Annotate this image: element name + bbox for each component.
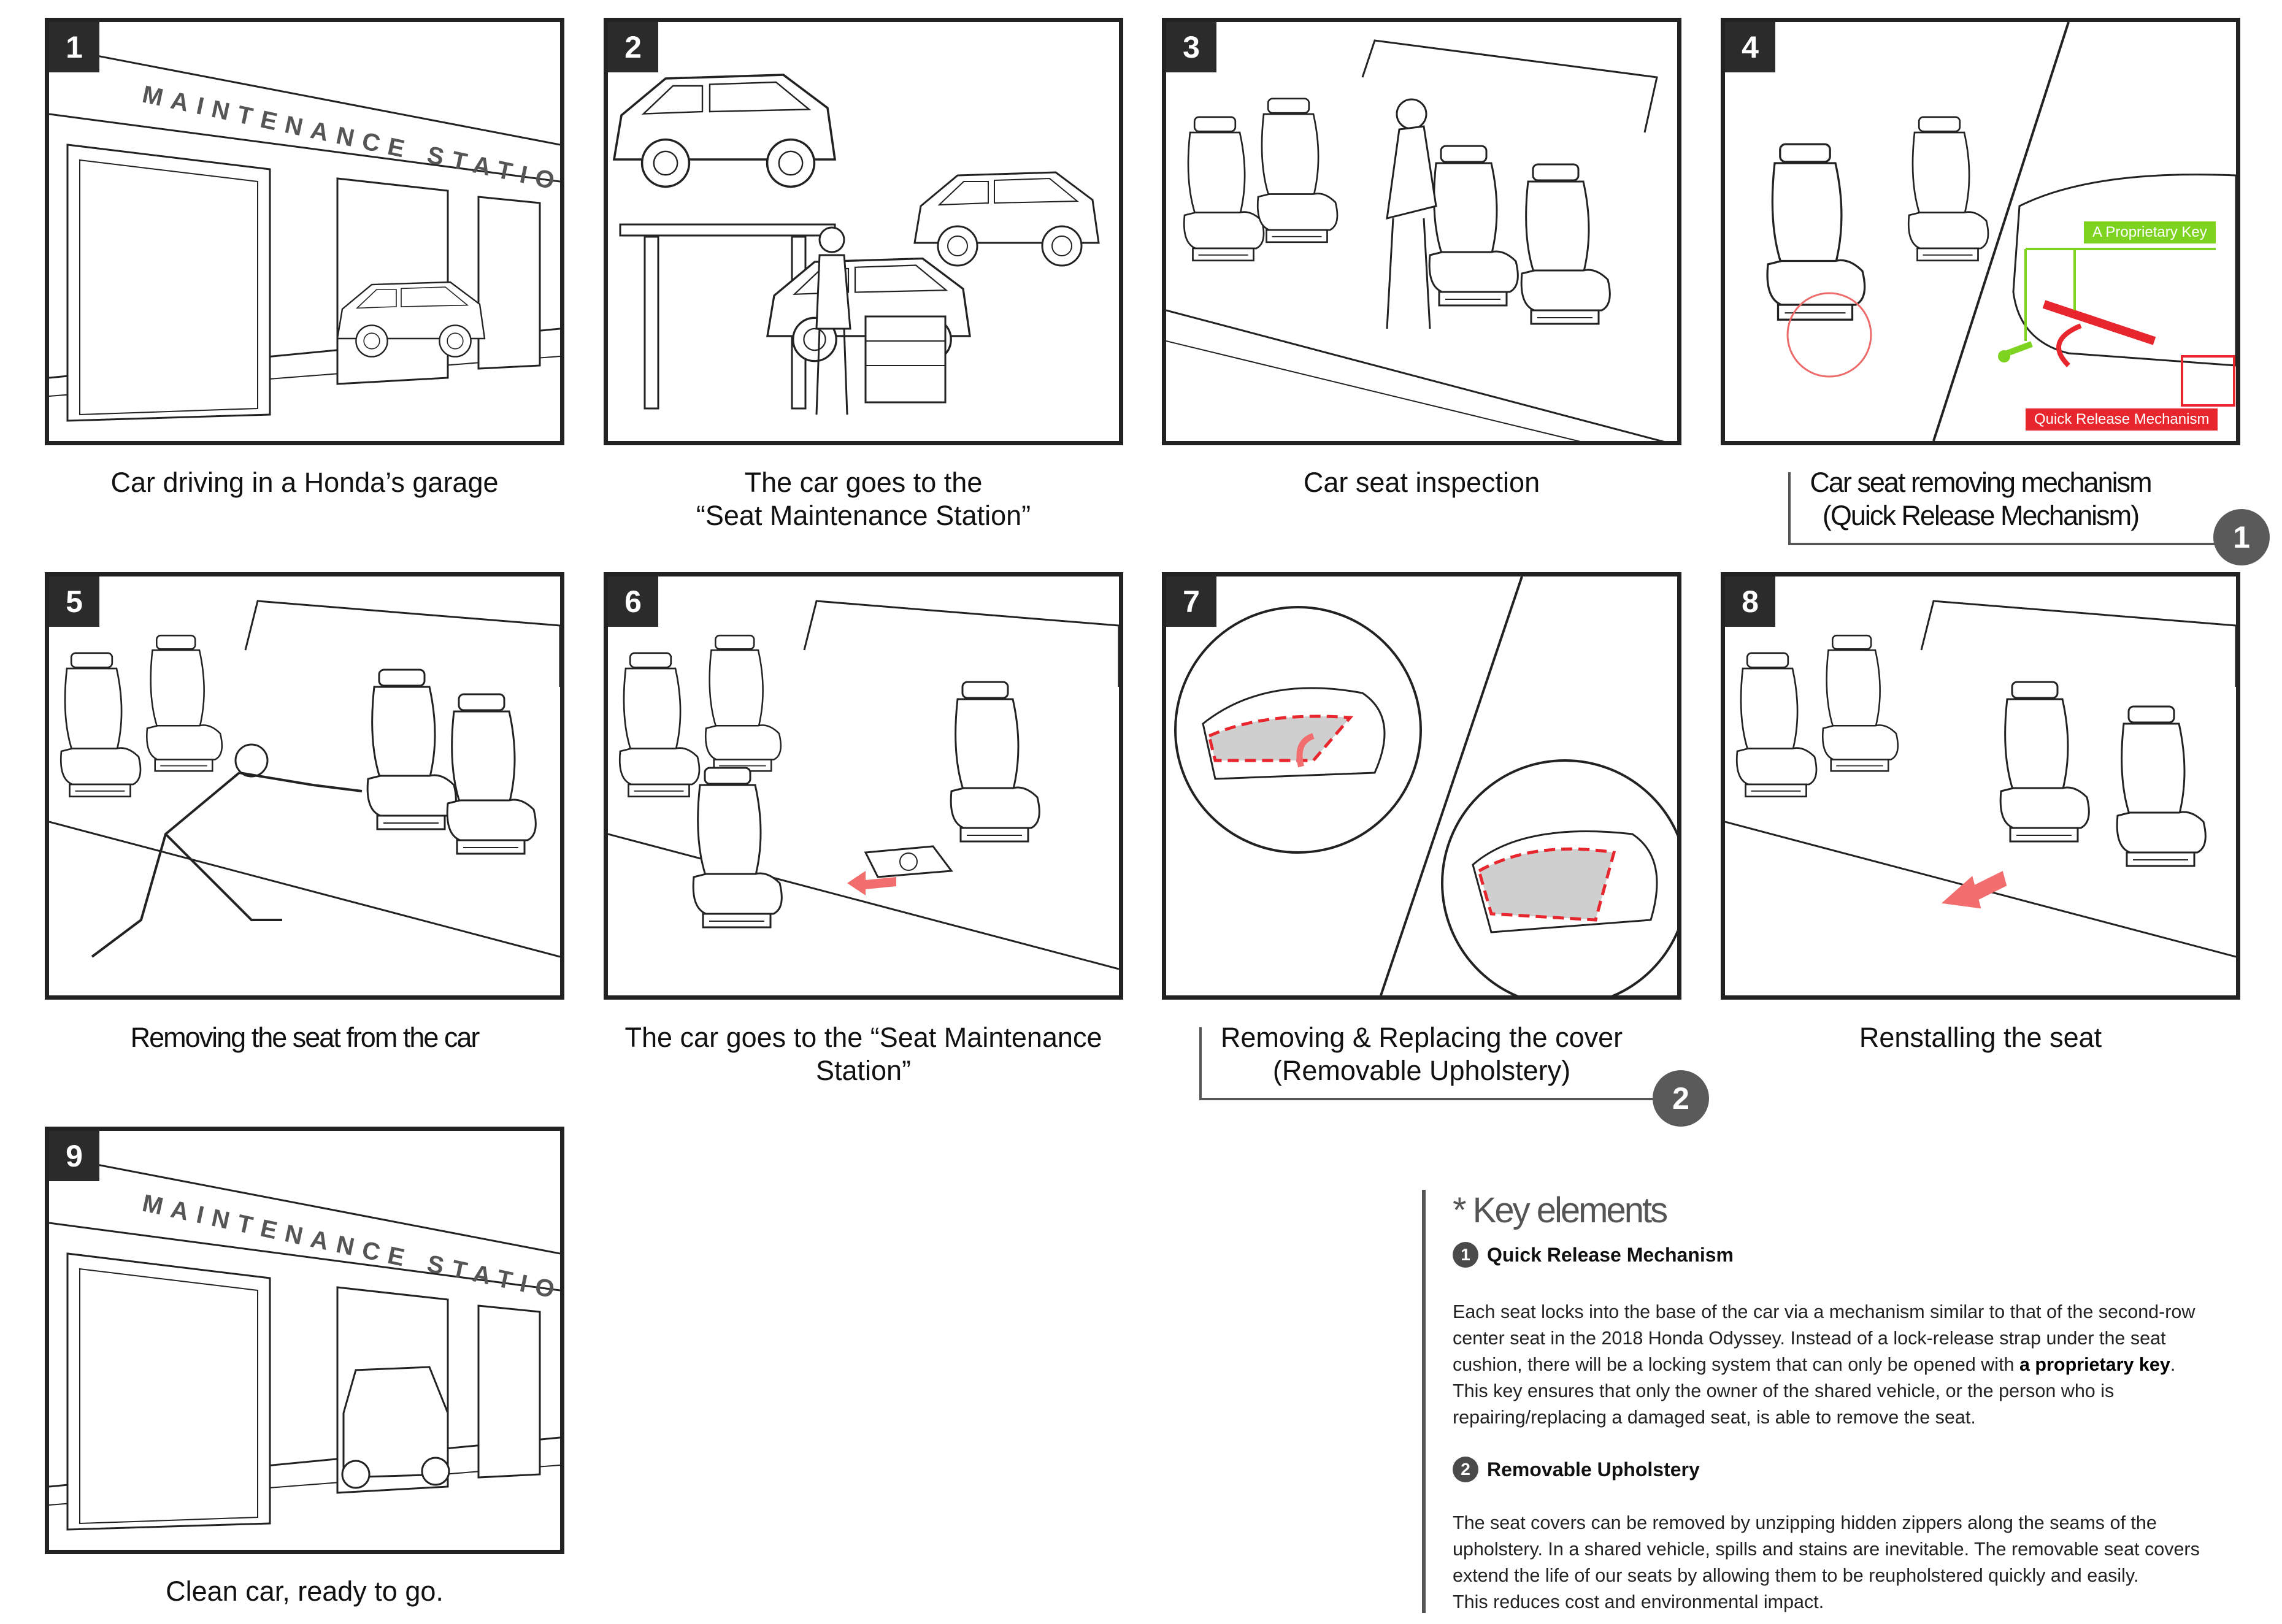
panel-number: 9 (49, 1131, 99, 1181)
caption-3: Car seat inspection (1303, 467, 1540, 498)
panel-number: 6 (608, 576, 658, 627)
key-elements-title: * Key elements (1453, 1190, 1668, 1230)
caption-5: Removing the seat from the car (130, 1022, 480, 1053)
paragraph-line: Each seat locks into the base of the car… (1453, 1301, 2196, 1322)
panel-6: 6 (604, 572, 1123, 1000)
key-divider (1422, 1190, 1426, 1613)
caption-2: The car goes to the “Seat Maintenance St… (604, 466, 1123, 532)
caption-8: Renstalling the seat (1859, 1022, 2102, 1053)
caption-line: The car goes to the (744, 467, 983, 498)
line-text: cushion, there will be a locking system … (1453, 1354, 2019, 1375)
key-badge: 1 (1453, 1242, 1478, 1268)
caption-line: “Seat Maintenance Station” (696, 500, 1031, 531)
paragraph-line: upholstery. In a shared vehicle, spills … (1453, 1539, 2200, 1560)
bold-phrase: a proprietary key (2019, 1354, 2170, 1375)
panel-3: 3 (1162, 18, 1681, 445)
paragraph-line: The seat covers can be removed by unzipp… (1453, 1512, 2157, 1533)
paragraph-line: This key ensures that only the owner of … (1453, 1381, 2115, 1401)
caption-line: Removing & Replacing the cover (1220, 1022, 1623, 1053)
caption-line: (Quick Release Mechanism) (1822, 500, 2140, 531)
removal-scene (49, 600, 560, 958)
panel-4: 4 A Proprietary Key Quick Release Mechan… (1721, 18, 2240, 445)
panel-1: 1 MAINTENANCE STATION (45, 18, 564, 445)
key-heading-2: 2 Removable Upholstery (1453, 1457, 1700, 1482)
quick-release-tag: Quick Release Mechanism (2026, 408, 2218, 431)
garage-exit-scene: MAINTENANCE STATION (49, 1154, 560, 1531)
caption-7: Removing & Replacing the cover (Removabl… (1162, 1021, 1681, 1087)
lift-scene (613, 74, 1100, 415)
line-end: . (2170, 1354, 2176, 1375)
caption-6: The car goes to the “Seat Maintenance St… (604, 1021, 1123, 1087)
inspection-scene (1166, 39, 1665, 441)
panel-number: 1 (49, 22, 99, 72)
paragraph-line: This reduces cost and environmental impa… (1453, 1591, 1824, 1612)
panel-number: 4 (1725, 22, 1775, 72)
key-elements: * Key elements 1 Quick Release Mechanism… (1422, 1190, 2244, 1613)
caption-9: Clean car, ready to go. (166, 1576, 444, 1607)
key-heading-text: Quick Release Mechanism (1487, 1243, 1734, 1266)
caption-1: Car driving in a Honda’s garage (110, 467, 499, 498)
garage-scene: MAINTENANCE STATION (49, 45, 560, 422)
caption-line: Car seat removing mechanism (1810, 467, 2152, 498)
panel-8: 8 (1721, 572, 2240, 1000)
caption-line: Station” (815, 1055, 912, 1086)
callout-badge-1: 1 (2213, 509, 2270, 565)
key-paragraph-1: Each seat locks into the base of the car… (1453, 1299, 2244, 1431)
paragraph-line: extend the life of our seats by allowing… (1453, 1565, 2139, 1586)
panel-9: 9 MAINTENANCE STATION (45, 1127, 564, 1554)
key-paragraph-2: The seat covers can be removed by unzipp… (1453, 1510, 2244, 1615)
panel-number: 3 (1166, 22, 1216, 72)
callout-line-2 (1199, 1027, 1653, 1100)
key-heading-1: 1 Quick Release Mechanism (1453, 1242, 1734, 1268)
upholstery-scene (1174, 576, 1677, 995)
callout-line-1 (1788, 472, 2232, 545)
reinstall-scene (1725, 600, 2236, 958)
panel-7: 7 (1162, 572, 1681, 1000)
panel-number: 7 (1166, 576, 1216, 627)
panel-number: 2 (608, 22, 658, 72)
panel-number: 5 (49, 576, 99, 627)
panel-5: 5 (45, 572, 564, 1000)
caption-line: (Removable Upholstery) (1272, 1055, 1571, 1086)
paragraph-line: cushion, there will be a locking system … (1453, 1352, 2244, 1378)
key-badge: 2 (1453, 1457, 1478, 1482)
station-scene (608, 600, 1119, 970)
caption-4: Car seat removing mechanism (Quick Relea… (1721, 466, 2240, 532)
paragraph-line: repairing/replacing a damaged seat, is a… (1453, 1407, 1976, 1428)
key-heading-text: Removable Upholstery (1487, 1458, 1700, 1480)
panel-number: 8 (1725, 576, 1775, 627)
paragraph-line: center seat in the 2018 Honda Odyssey. I… (1453, 1328, 2166, 1349)
callout-badge-2: 2 (1653, 1070, 1709, 1127)
panel-2: 2 (604, 18, 1123, 445)
caption-line: The car goes to the “Seat Maintenance (624, 1022, 1102, 1053)
proprietary-key-tag: A Proprietary Key (2084, 221, 2216, 243)
